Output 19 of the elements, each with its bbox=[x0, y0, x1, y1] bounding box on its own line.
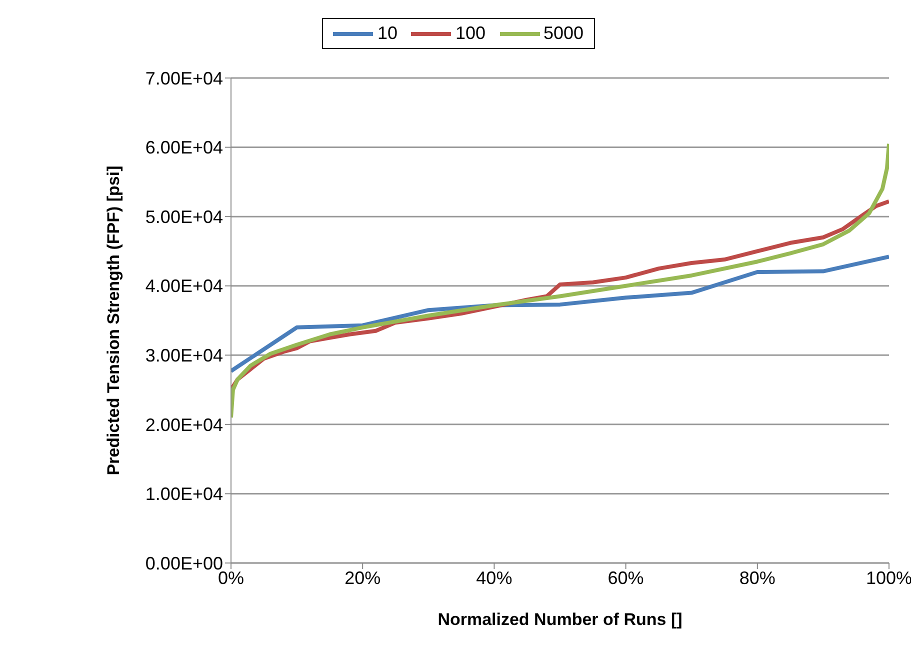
y-tick-label: 7.00E+04 bbox=[145, 68, 223, 88]
y-tick-label: 3.00E+04 bbox=[145, 346, 223, 366]
legend-label: 10 bbox=[376, 23, 398, 44]
legend-label: 5000 bbox=[542, 23, 584, 44]
x-tick-label: 40% bbox=[476, 568, 512, 588]
x-tick-label: 100% bbox=[866, 568, 912, 588]
x-axis-title: Normalized Number of Runs [] bbox=[438, 610, 682, 629]
x-tick-label: 80% bbox=[739, 568, 776, 588]
y-tick-label: 5.00E+04 bbox=[145, 206, 223, 227]
y-tick-label: 4.00E+04 bbox=[145, 276, 223, 296]
y-axis-title: Predicted Tension Strength (FPF) [psi] bbox=[104, 166, 124, 476]
x-tick-label: 60% bbox=[608, 568, 644, 588]
line-series bbox=[231, 254, 889, 374]
y-tick-label: 2.00E+04 bbox=[145, 414, 223, 435]
y-tick-label: 1.00E+04 bbox=[145, 484, 223, 504]
legend-label: 100 bbox=[454, 23, 486, 44]
x-tick-label: 20% bbox=[344, 568, 381, 588]
y-tick-label: 6.00E+04 bbox=[145, 138, 223, 158]
line-series bbox=[231, 142, 889, 420]
